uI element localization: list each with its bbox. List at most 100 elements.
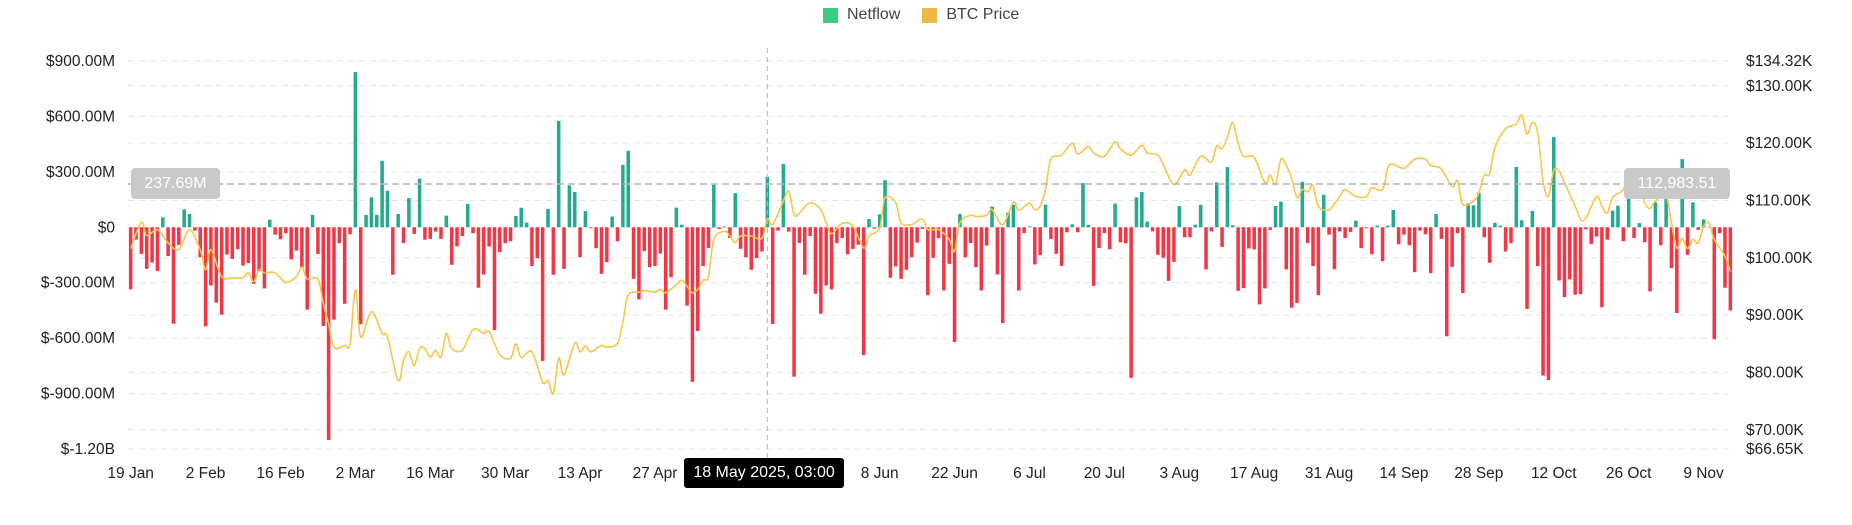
netflow-bar-negative[interactable]: [1364, 227, 1369, 229]
netflow-bar-negative[interactable]: [1124, 227, 1128, 244]
netflow-bar-negative[interactable]: [1188, 227, 1192, 238]
netflow-bar-positive[interactable]: [369, 197, 374, 228]
netflow-bar-negative[interactable]: [776, 227, 780, 231]
netflow-bar-negative[interactable]: [460, 227, 465, 236]
netflow-bar-negative[interactable]: [128, 227, 133, 290]
netflow-bar-negative[interactable]: [289, 227, 293, 260]
netflow-bar-negative[interactable]: [1578, 227, 1583, 295]
netflow-bar-positive[interactable]: [679, 224, 684, 228]
netflow-bar-negative[interactable]: [979, 227, 984, 291]
netflow-bar-positive[interactable]: [722, 226, 727, 228]
netflow-bar-negative[interactable]: [1000, 227, 1005, 323]
netflow-bar-negative[interactable]: [706, 227, 711, 248]
netflow-bar-negative[interactable]: [647, 227, 652, 268]
netflow-bar-positive[interactable]: [877, 214, 882, 228]
netflow-bar-positive[interactable]: [1530, 211, 1535, 228]
netflow-bar-negative[interactable]: [845, 227, 850, 255]
netflow-bar-negative[interactable]: [589, 227, 593, 229]
netflow-bar-negative[interactable]: [235, 227, 240, 250]
netflow-bar-negative[interactable]: [492, 227, 497, 331]
netflow-bar-positive[interactable]: [867, 218, 871, 228]
netflow-bar-negative[interactable]: [893, 227, 898, 267]
netflow-bar-negative[interactable]: [278, 227, 283, 240]
netflow-bar-negative[interactable]: [1669, 227, 1674, 269]
netflow-bar-negative[interactable]: [412, 227, 416, 234]
netflow-bar-positive[interactable]: [1701, 219, 1706, 228]
netflow-bar-positive[interactable]: [1519, 220, 1524, 228]
netflow-bar-positive[interactable]: [385, 190, 390, 228]
netflow-bar-negative[interactable]: [177, 227, 181, 245]
netflow-bar-negative[interactable]: [840, 227, 844, 239]
netflow-bar-negative[interactable]: [1161, 227, 1165, 258]
netflow-bar-positive[interactable]: [1375, 225, 1379, 228]
netflow-bar-negative[interactable]: [1600, 227, 1604, 308]
netflow-bar-negative[interactable]: [1097, 227, 1101, 248]
netflow-bar-negative[interactable]: [1049, 227, 1053, 239]
netflow-bar-negative[interactable]: [701, 227, 705, 267]
netflow-bar-negative[interactable]: [198, 227, 202, 258]
netflow-bar-negative[interactable]: [1450, 227, 1454, 267]
netflow-bar-negative[interactable]: [1573, 227, 1577, 295]
netflow-bar-negative[interactable]: [1557, 227, 1561, 281]
netflow-bar-negative[interactable]: [1407, 227, 1412, 246]
netflow-bar-negative[interactable]: [1204, 227, 1208, 270]
netflow-bar-negative[interactable]: [530, 227, 534, 267]
netflow-bar-positive[interactable]: [1273, 206, 1278, 228]
netflow-bar-negative[interactable]: [931, 227, 935, 258]
netflow-bar-positive[interactable]: [712, 184, 716, 228]
netflow-bar-negative[interactable]: [942, 227, 946, 291]
netflow-bar-positive[interactable]: [444, 215, 449, 228]
netflow-bar-negative[interactable]: [1295, 227, 1299, 304]
netflow-bar-negative[interactable]: [968, 227, 973, 243]
netflow-bar-negative[interactable]: [1685, 227, 1690, 255]
netflow-bar-negative[interactable]: [1033, 227, 1037, 265]
netflow-bar-negative[interactable]: [669, 227, 673, 278]
netflow-bar-positive[interactable]: [1610, 210, 1615, 228]
netflow-bar-negative[interactable]: [487, 227, 491, 247]
netflow-bar-positive[interactable]: [1043, 204, 1048, 228]
netflow-bar-negative[interactable]: [1305, 227, 1310, 243]
netflow-bar-negative[interactable]: [631, 227, 636, 279]
netflow-bar-negative[interactable]: [728, 227, 732, 239]
netflow-bar-negative[interactable]: [273, 227, 277, 235]
netflow-bar-positive[interactable]: [572, 191, 577, 228]
netflow-bar-negative[interactable]: [1509, 227, 1513, 244]
netflow-bar-positive[interactable]: [1214, 182, 1219, 228]
netflow-bar-negative[interactable]: [471, 227, 475, 234]
netflow-bar-negative[interactable]: [1252, 227, 1256, 250]
netflow-bar-positive[interactable]: [1653, 202, 1658, 228]
netflow-bar-negative[interactable]: [717, 227, 721, 229]
netflow-bar-negative[interactable]: [605, 227, 609, 263]
netflow-bar-positive[interactable]: [310, 214, 315, 228]
netflow-bar-negative[interactable]: [1584, 227, 1588, 230]
netflow-bar-negative[interactable]: [910, 227, 914, 258]
netflow-bar-negative[interactable]: [1257, 227, 1262, 305]
netflow-bar-positive[interactable]: [519, 207, 523, 228]
netflow-bar-negative[interactable]: [1327, 227, 1331, 235]
netflow-bar-positive[interactable]: [1386, 225, 1390, 228]
netflow-bar-negative[interactable]: [819, 227, 823, 314]
netflow-bar-positive[interactable]: [514, 216, 518, 228]
netflow-bar-negative[interactable]: [1445, 227, 1449, 337]
netflow-bar-positive[interactable]: [1177, 206, 1182, 228]
netflow-bar-positive[interactable]: [733, 193, 737, 228]
netflow-bar-negative[interactable]: [1289, 227, 1294, 308]
netflow-bar-negative[interactable]: [599, 227, 604, 274]
netflow-bar-positive[interactable]: [1321, 194, 1326, 228]
netflow-bar-negative[interactable]: [744, 227, 748, 258]
netflow-bar-positive[interactable]: [1231, 225, 1235, 228]
netflow-bar-negative[interactable]: [995, 227, 1000, 275]
netflow-bar-negative[interactable]: [439, 227, 443, 239]
netflow-bar-negative[interactable]: [1102, 227, 1107, 234]
netflow-bar-positive[interactable]: [621, 164, 625, 228]
netflow-bar-negative[interactable]: [1659, 227, 1663, 246]
netflow-bar-positive[interactable]: [990, 206, 994, 228]
netflow-bar-negative[interactable]: [888, 227, 893, 278]
netflow-bar-negative[interactable]: [1236, 227, 1240, 291]
netflow-bar-negative[interactable]: [391, 227, 395, 275]
netflow-bar-positive[interactable]: [182, 209, 186, 228]
netflow-bar-negative[interactable]: [449, 227, 454, 265]
netflow-bar-negative[interactable]: [829, 227, 834, 290]
netflow-bar-negative[interactable]: [1017, 227, 1021, 291]
netflow-bar-negative[interactable]: [209, 227, 213, 286]
